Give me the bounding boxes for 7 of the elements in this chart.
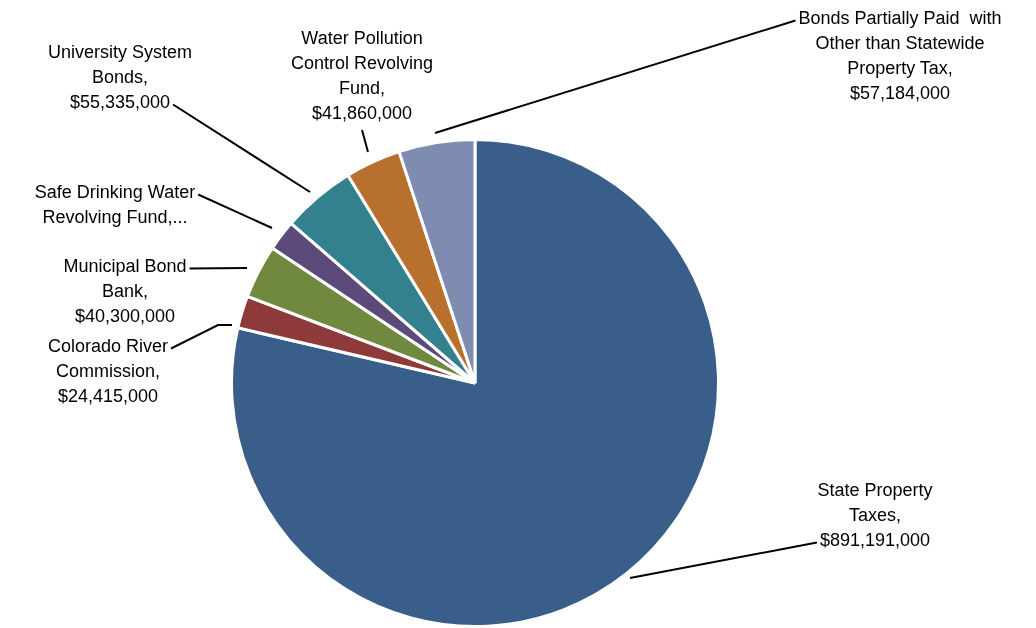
slice-label: Municipal Bond Bank, $40,300,000 bbox=[63, 255, 187, 326]
slice-label: Water Pollution Control Revolving Fund, $41,860,000 bbox=[290, 27, 434, 123]
slice-label: Safe Drinking Water Revolving Fund,... bbox=[34, 181, 196, 227]
slice-label: State Property Taxes, $891,191,000 bbox=[817, 479, 933, 550]
slice-label: Bonds Partially Paid with Other than Statewide Property Tax, $57,184,000 bbox=[798, 7, 1002, 103]
slice-label: University System Bonds, $55,335,000 bbox=[47, 41, 193, 112]
slice-label: Colorado River Commission, $24,415,000 bbox=[47, 335, 169, 406]
